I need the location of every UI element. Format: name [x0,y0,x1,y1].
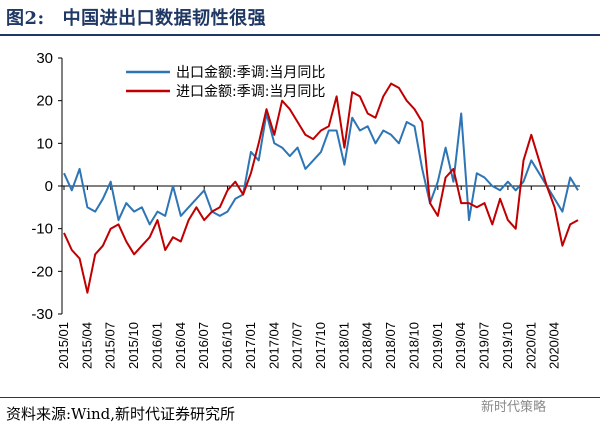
y-tick-label: 0 [45,178,53,195]
x-tick-label: 2018/10 [406,322,421,369]
x-tick-label: 2019/10 [500,322,515,369]
x-tick-label: 2017/07 [290,322,305,369]
x-tick-label: 2016/01 [149,322,164,369]
x-tick-label: 2015/01 [56,322,71,369]
y-tick-label: 30 [36,50,53,67]
y-tick-label: -10 [31,221,53,238]
x-tick-label: 2018/04 [360,322,375,369]
legend-label-import: 进口金额:季调:当月同比 [176,84,325,100]
x-tick-label: 2018/01 [336,322,351,369]
y-tick-label: -20 [31,263,53,280]
x-tick-label: 2016/07 [196,322,211,369]
figure-number: 图2: [6,8,45,29]
x-tick-label: 2016/04 [173,322,188,369]
x-tick-label: 2015/10 [126,322,141,369]
source-rule [0,397,600,398]
y-tick-label: 10 [36,135,53,152]
figure-title-text: 中国进出口数据韧性很强 [62,8,267,29]
source-note: 资料来源:Wind,新时代证券研究所 [6,405,236,423]
wechat-watermark: 新时代策略 [481,400,547,415]
y-tick-label: 20 [36,93,53,110]
x-tick-label: 2017/10 [313,322,328,369]
x-tick-label: 2017/01 [243,322,258,369]
x-tick-label: 2020/01 [523,322,538,369]
x-tick-label: 2018/07 [383,322,398,369]
x-tick-label: 2015/07 [103,322,118,369]
x-tick-label: 2019/01 [430,322,445,369]
export-series-line [63,112,579,226]
legend-label-export: 出口金额:季调:当月同比 [176,65,325,81]
title-rule [0,34,600,36]
x-tick-label: 2017/04 [266,322,281,369]
figure-title: 图2: 中国进出口数据韧性很强 [6,4,266,30]
x-tick-label: 2020/04 [547,322,562,369]
line-chart: -30 -20 -10 0 10 20 30 2015/01 2015/04 2015/07 201… [31,50,580,369]
x-tick-label: 2016/10 [220,322,235,369]
x-tick-label: 2019/07 [477,322,492,369]
x-tick-label: 2015/04 [79,322,94,369]
y-tick-label: -30 [31,306,53,323]
x-tick-label: 2019/04 [453,322,468,369]
import-series-line [63,82,579,294]
